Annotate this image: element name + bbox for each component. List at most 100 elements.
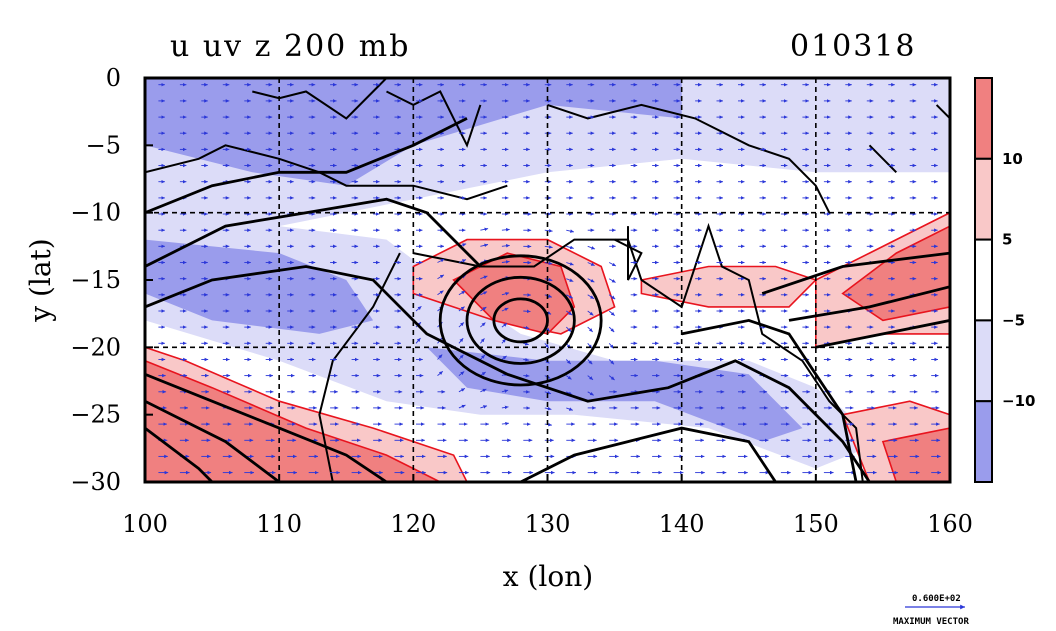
wind-vector — [566, 278, 574, 282]
wind-vector — [587, 343, 593, 349]
height-contour-6 — [145, 399, 281, 482]
coastline-7 — [935, 104, 950, 120]
colorbar-segment — [974, 319, 993, 403]
wind-vector — [523, 342, 529, 346]
x-axis-label: x (lon) — [503, 560, 593, 593]
height-contour-4 — [520, 426, 777, 482]
wind-vector — [566, 407, 573, 411]
wind-vector — [437, 354, 443, 360]
wind-vector — [480, 388, 487, 393]
wind-vector — [544, 294, 553, 298]
x-tick-label: 120 — [390, 510, 436, 538]
shade-strong-red-southwest — [145, 359, 441, 482]
wind-vector — [608, 343, 614, 349]
x-tick-label: 150 — [793, 510, 839, 538]
low-center-contour-1 — [465, 275, 576, 365]
wind-vector — [587, 359, 593, 365]
wind-vector — [501, 260, 510, 264]
chart-title: u uv z 200 mb — [170, 29, 410, 64]
wind-vector — [501, 405, 509, 410]
wind-vector — [480, 291, 488, 296]
wind-vector — [458, 371, 465, 376]
wind-vector — [458, 354, 464, 360]
wind-vector — [480, 227, 489, 232]
wind-vector — [415, 337, 421, 344]
wind-vector — [501, 355, 507, 360]
wind-vector — [480, 371, 486, 376]
wind-vector — [566, 262, 574, 266]
wind-vector — [566, 245, 574, 250]
wind-vector — [587, 262, 595, 267]
wind-vector — [480, 338, 485, 344]
wind-vector — [458, 388, 466, 393]
wind-vector — [587, 310, 594, 316]
wind-vector — [587, 326, 594, 333]
colorbar: 10 5 −5 −10 — [974, 77, 1035, 484]
y-tick-label: −5 — [86, 131, 121, 159]
wind-vector — [566, 375, 572, 380]
wind-vector — [501, 389, 509, 393]
wind-vector — [608, 262, 617, 267]
wind-vector — [565, 326, 572, 333]
x-tick-label: 110 — [256, 510, 302, 538]
wind-vector — [523, 357, 529, 362]
x-tick-label: 130 — [525, 510, 571, 538]
wind-vector — [523, 325, 530, 330]
wind-vector — [458, 259, 467, 263]
wind-vector — [608, 326, 615, 333]
wind-vector — [587, 375, 594, 381]
wind-vector — [458, 404, 466, 409]
wind-vector — [544, 245, 553, 249]
y-tick-label: −15 — [70, 266, 121, 294]
wind-vector — [480, 306, 487, 312]
height-contour-5 — [145, 373, 388, 482]
max-vector-legend: 0.600E+02 MAXIMUM VECTOR — [893, 594, 969, 627]
y-tick-label: −20 — [70, 333, 121, 361]
colorbar-segment — [974, 400, 993, 484]
date-label: 010318 — [790, 29, 917, 64]
y-axis-label: y (lat) — [24, 238, 57, 322]
wind-vector — [480, 354, 486, 360]
wind-vector — [608, 310, 615, 316]
wind-vector — [587, 245, 596, 250]
wind-vector — [501, 292, 510, 296]
wind-vector — [587, 294, 595, 300]
coastline-6 — [614, 226, 643, 281]
wind-vector — [608, 278, 616, 283]
coastline-1 — [252, 78, 388, 120]
low-center-contour-0 — [492, 297, 549, 344]
grid-layer — [145, 78, 950, 482]
colorbar-segment — [974, 77, 993, 160]
wind-vector — [544, 277, 553, 282]
wind-vector — [587, 278, 595, 283]
wind-vector — [608, 375, 615, 381]
wind-vector — [608, 359, 615, 365]
wind-vector — [458, 306, 465, 312]
wind-vector — [544, 343, 550, 349]
wind-vector — [458, 290, 466, 296]
low-center-contour-2 — [438, 254, 603, 387]
wind-vector — [437, 258, 445, 263]
colorbar-label: −5 — [1002, 311, 1025, 329]
wind-vector — [437, 274, 445, 280]
height-contour-3 — [681, 318, 858, 482]
wind-vector — [523, 309, 531, 314]
wind-vector — [480, 243, 489, 248]
coastline-8 — [868, 144, 898, 174]
wind-vector — [544, 261, 553, 266]
height-contour-2 — [145, 197, 482, 268]
wind-vector — [437, 370, 444, 376]
x-tick-label: 140 — [659, 510, 705, 538]
shade-strong-blue-west — [145, 239, 374, 334]
wind-vector — [501, 322, 508, 328]
wind-vector — [437, 290, 444, 296]
wind-vector — [566, 310, 573, 316]
plot-area — [145, 78, 950, 482]
wind-vector — [566, 294, 574, 299]
y-tick-label: −30 — [70, 468, 121, 496]
height-contour-10 — [815, 319, 950, 349]
y-tick-label: −25 — [70, 401, 121, 429]
y-tick-label: 0 — [106, 64, 121, 92]
colorbar-segment — [974, 238, 993, 322]
